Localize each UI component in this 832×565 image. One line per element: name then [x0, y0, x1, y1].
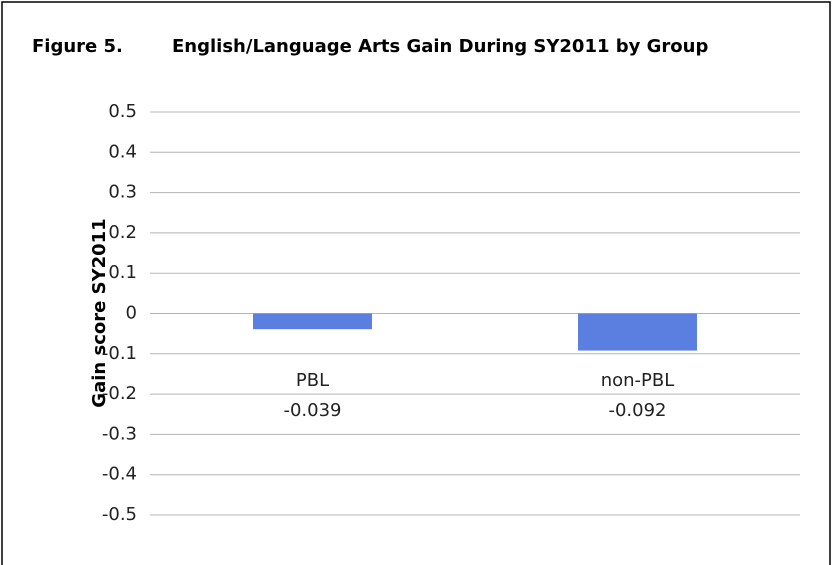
x-tick-label: non-PBL [601, 370, 675, 391]
y-tick-label: -0.4 [102, 464, 137, 485]
bar [253, 313, 372, 330]
y-tick-label: -0.2 [102, 383, 137, 404]
y-tick-label: 0.4 [108, 141, 137, 162]
x-tick-label: PBL [296, 370, 329, 391]
y-tick-label: 0.5 [108, 101, 137, 122]
bar [578, 313, 697, 351]
y-tick-label: -0.1 [102, 343, 137, 364]
y-tick-label: -0.5 [102, 504, 137, 525]
y-tick-label: 0.1 [108, 262, 137, 283]
y-tick-label: 0 [126, 303, 137, 324]
y-tick-label: -0.3 [102, 423, 137, 444]
y-axis-label: Gain score SY2011 [89, 218, 110, 407]
chart-title: English/Language Arts Gain During SY2011… [172, 36, 708, 57]
data-label: -0.039 [283, 400, 341, 421]
figure-label: Figure 5. [32, 36, 123, 57]
y-tick-label: 0.2 [108, 222, 137, 243]
data-label: -0.092 [608, 400, 666, 421]
y-tick-label: 0.3 [108, 182, 137, 203]
